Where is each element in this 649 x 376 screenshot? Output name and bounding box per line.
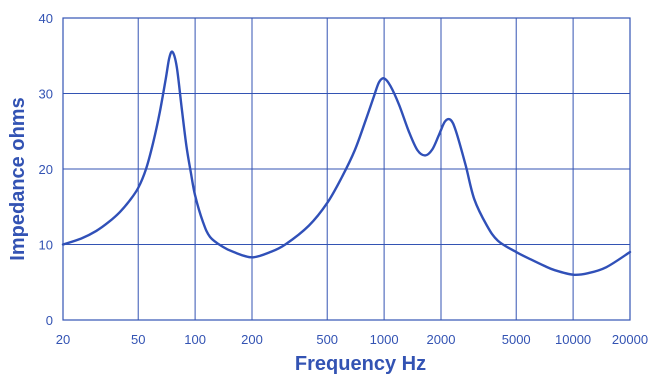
x-tick-label: 50 <box>131 332 145 347</box>
x-tick-labels: 20 50 100 200 500 1000 2000 5000 10000 20000 <box>56 332 648 347</box>
y-tick-label: 30 <box>39 87 53 102</box>
y-tick-label: 20 <box>39 162 53 177</box>
x-tick-label: 1000 <box>370 332 399 347</box>
y-tick-labels: 0 10 20 30 40 <box>39 11 53 328</box>
y-tick-label: 0 <box>46 313 53 328</box>
x-tick-label: 10000 <box>555 332 591 347</box>
x-tick-label: 500 <box>316 332 338 347</box>
plot-frame <box>62 17 631 321</box>
x-tick-label: 20000 <box>612 332 648 347</box>
x-tick-label: 200 <box>241 332 263 347</box>
y-tick-label: 10 <box>39 238 53 253</box>
y-axis-title: Impedance ohms <box>7 97 29 260</box>
x-tick-label: 20 <box>56 332 70 347</box>
x-axis-title: Frequency Hz <box>295 353 426 375</box>
x-tick-label: 2000 <box>427 332 456 347</box>
y-tick-label: 40 <box>39 11 53 26</box>
impedance-curve <box>61 50 632 277</box>
x-tick-label: 100 <box>184 332 206 347</box>
x-tick-label: 5000 <box>502 332 531 347</box>
